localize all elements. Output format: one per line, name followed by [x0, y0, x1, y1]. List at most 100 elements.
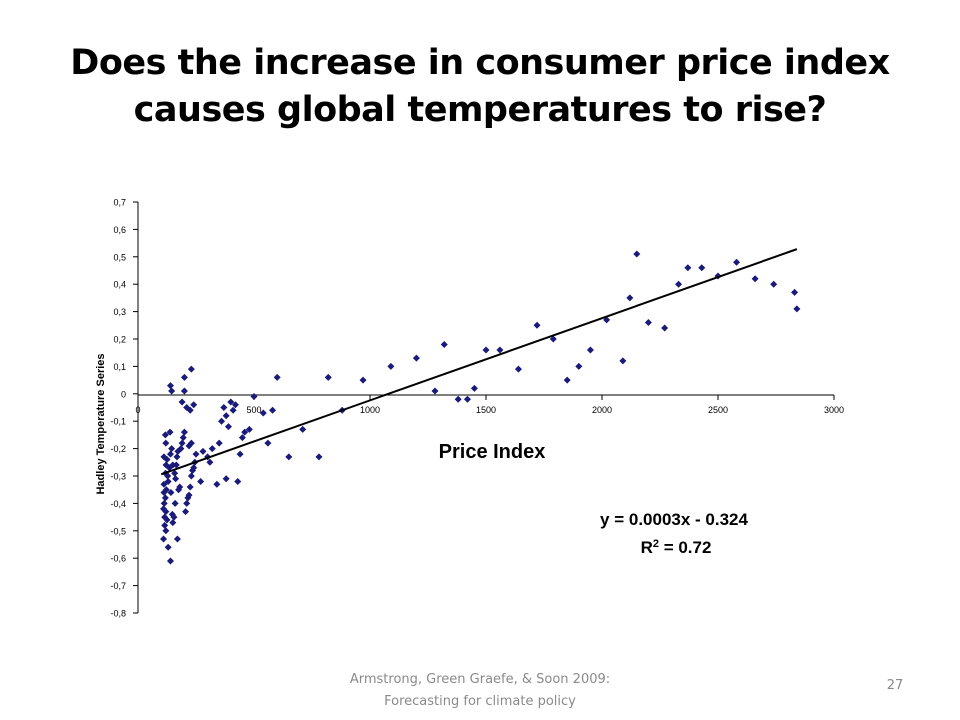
data-point [224, 423, 232, 431]
data-point [482, 346, 490, 354]
data-point [698, 264, 706, 272]
data-point [454, 395, 462, 403]
data-point [173, 535, 181, 543]
r2-value: = 0.72 [659, 538, 711, 557]
trend-line [160, 248, 798, 476]
data-point [273, 373, 281, 381]
data-point [470, 384, 478, 392]
data-point [178, 439, 186, 447]
data-point [173, 453, 181, 461]
x-axis-label: Price Index [439, 441, 546, 463]
data-point [162, 439, 170, 447]
data-point [496, 346, 504, 354]
y-tick-label: -0,1 [110, 417, 126, 427]
y-tick-label: -0,6 [110, 554, 126, 564]
y-tick-label: -0,8 [110, 609, 126, 619]
data-point [168, 387, 176, 395]
page-number: 27 [886, 678, 904, 693]
data-point [167, 488, 175, 496]
data-point [183, 499, 191, 507]
data-point [160, 535, 168, 543]
data-point [220, 404, 228, 411]
x-tick-label: 500 [246, 405, 261, 415]
data-point [190, 464, 198, 472]
x-tick-label: 3000 [824, 405, 844, 415]
y-tick-label: -0,5 [110, 526, 126, 536]
data-point [285, 453, 293, 461]
data-point [161, 494, 169, 502]
y-tick-label: 0,5 [113, 252, 126, 262]
r-squared-label: R2 = 0.72 [641, 538, 712, 557]
data-point [166, 428, 174, 436]
data-point [208, 445, 216, 453]
data-point [227, 398, 235, 406]
data-point [190, 401, 198, 409]
data-point [626, 294, 634, 302]
data-point [431, 387, 439, 395]
data-point [269, 406, 277, 414]
data-point [161, 431, 169, 439]
data-point [563, 376, 571, 384]
y-tick-label: 0 [121, 389, 126, 399]
y-tick-label: 0,1 [113, 362, 126, 372]
y-tick-label: 0,6 [113, 225, 126, 235]
data-point [177, 445, 185, 453]
data-point [586, 346, 594, 354]
data-point [186, 406, 194, 414]
data-point [215, 439, 223, 447]
data-point [206, 458, 214, 466]
data-point [359, 376, 367, 384]
data-point [299, 425, 307, 433]
data-point [412, 354, 420, 362]
data-point [770, 280, 778, 288]
data-point [164, 543, 172, 551]
x-axis: 0 500 1000 1500 2000 2500 3000 [135, 394, 844, 415]
data-point [250, 393, 258, 401]
y-axis: 0,7 0,6 0,5 0,4 0,3 0,2 0,1 0 -0,1 -0,2 -0,3 -0,4 -0… [110, 198, 139, 619]
title-line-2: causes global temperatures to rise? [133, 90, 827, 130]
data-point [675, 280, 683, 288]
data-point [171, 499, 179, 507]
data-point [172, 475, 180, 483]
data-point [182, 508, 190, 516]
data-point [644, 319, 652, 327]
data-point [162, 508, 170, 516]
data-point [168, 510, 176, 518]
data-point [162, 527, 170, 535]
data-point [180, 373, 188, 381]
y-tick-label: -0,7 [110, 581, 126, 591]
data-point [533, 321, 541, 329]
x-tick-label: 1000 [360, 405, 380, 415]
data-point [259, 409, 267, 417]
data-point [192, 450, 200, 458]
title-line-1: Does the increase in consumer price inde… [70, 43, 890, 83]
data-point [178, 398, 186, 406]
data-point [166, 557, 174, 565]
data-point [162, 461, 170, 469]
data-point [187, 472, 195, 480]
data-point [733, 258, 741, 266]
data-point [245, 425, 253, 433]
y-axis-label: Hadley Temperature Series [95, 353, 107, 494]
data-point [575, 362, 583, 370]
y-tick-label: 0,3 [113, 307, 126, 317]
footer-citation-line-2: Forecasting for climate policy [384, 694, 576, 709]
x-tick-label: 2500 [708, 405, 728, 415]
data-point [315, 453, 323, 461]
data-point [793, 305, 801, 313]
data-point [164, 477, 172, 485]
data-point [633, 250, 641, 258]
data-point [179, 434, 187, 442]
r2-superscript: 2 [653, 538, 659, 550]
data-point [187, 439, 195, 447]
y-tick-label: -0,2 [110, 444, 126, 454]
y-tick-label: -0,4 [110, 499, 126, 509]
data-point [163, 516, 171, 524]
data-point [514, 365, 522, 373]
data-point [241, 428, 249, 436]
data-point [213, 480, 221, 488]
data-point [160, 499, 168, 507]
data-point [236, 450, 244, 458]
data-point [166, 450, 174, 458]
data-point [185, 491, 193, 499]
